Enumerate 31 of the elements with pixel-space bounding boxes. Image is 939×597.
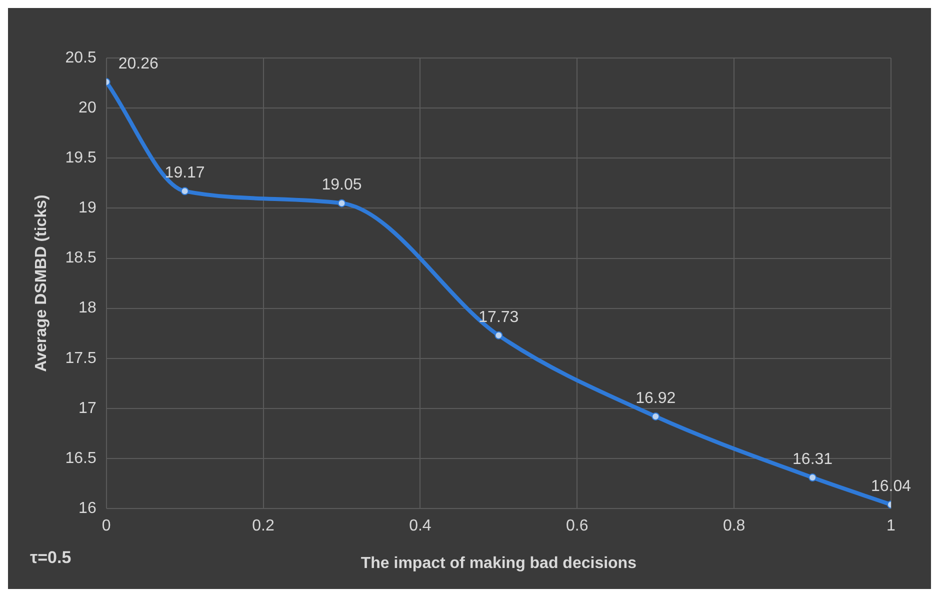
data-label: 17.73 [478,308,519,326]
x-tick-label: 0.4 [409,518,432,535]
y-tick-label: 20 [78,99,96,116]
y-tick-label: 17.5 [65,350,96,367]
y-tick-label: 18.5 [65,250,96,267]
data-label: 16.92 [636,390,676,407]
x-tick-label: 0.2 [252,518,274,535]
x-tick-label: 1 [886,518,896,535]
y-tick-label: 16.5 [65,450,96,467]
y-axis-title: Average DSMBD (ticks) [33,194,50,372]
y-tick-label: 19.5 [65,150,96,167]
data-label: 19.05 [322,176,362,194]
x-tick-label: 0.6 [566,518,588,535]
point [494,331,503,340]
text: τ=0.5 [30,548,72,568]
x-tick-label: 0.8 [722,518,746,535]
data-label: 20.26 [118,55,158,72]
data-label: 19.17 [164,164,205,182]
y-tick-label: 20.5 [65,49,96,66]
y-tick-label: 18 [78,300,96,317]
point [808,474,817,482]
data-label: 16.04 [870,478,912,495]
data-label: 16.31 [792,450,833,468]
y-tick-label: 17 [78,400,96,417]
point [652,412,660,420]
point [180,187,189,196]
y-tick-label: 16 [78,500,96,518]
x-tick-label: 0 [102,518,111,535]
y-tick-label: 19 [78,200,96,217]
x-axis-title: The impact of making bad decisions [360,554,637,572]
point [338,199,346,208]
